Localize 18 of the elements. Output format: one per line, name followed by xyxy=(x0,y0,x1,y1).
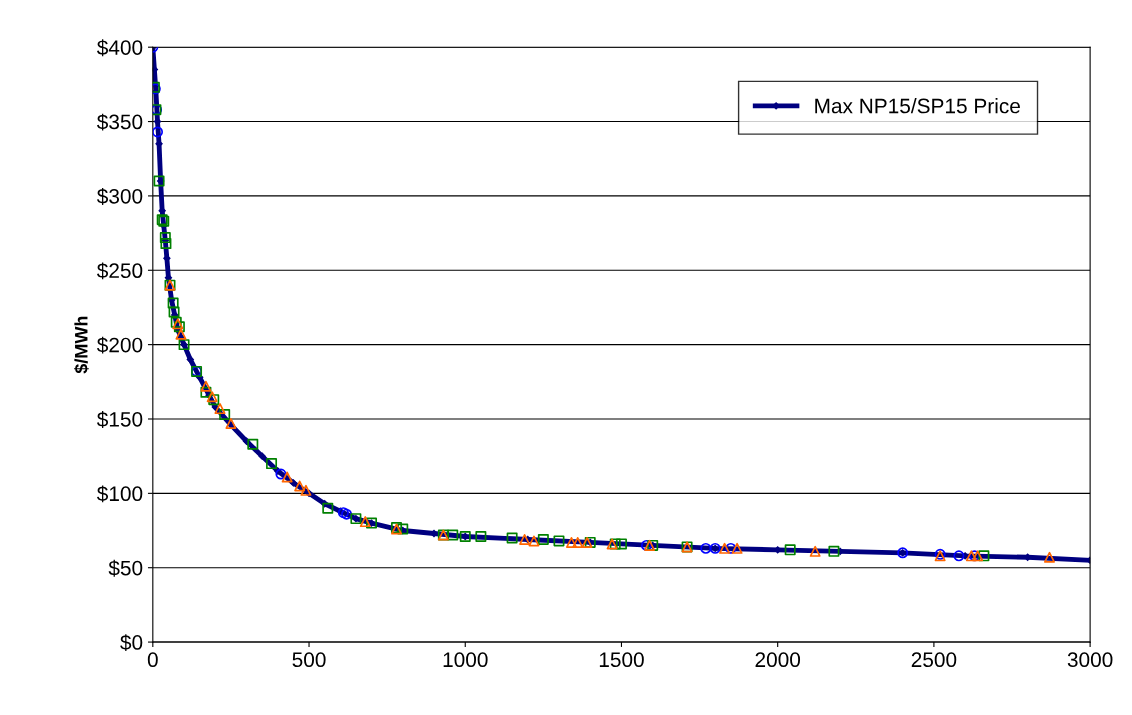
y-tick-label: $100 xyxy=(96,485,143,503)
x-tick-label: 3000 xyxy=(1067,652,1113,668)
y-tick-label: $0 xyxy=(120,634,143,652)
x-tick-label: 2000 xyxy=(755,652,801,668)
y-tick-label: $200 xyxy=(96,336,143,354)
x-tick-label: 1000 xyxy=(443,652,488,668)
legend-label: Max NP15/SP15 Price xyxy=(815,98,1020,114)
x-tick-label: 0 xyxy=(147,652,158,668)
x-tick-label: 500 xyxy=(292,652,326,668)
x-tick-label: 1500 xyxy=(599,652,644,668)
x-tick-label: 2500 xyxy=(911,652,957,668)
y-tick-label: $50 xyxy=(108,559,143,577)
y-tick-label: $350 xyxy=(96,113,143,131)
y-axis-title: $/MWh xyxy=(74,316,89,374)
y-tick-label: $250 xyxy=(96,262,143,280)
y-tick-label: $150 xyxy=(96,411,143,428)
y-tick-label: $400 xyxy=(96,39,143,57)
y-tick-label: $300 xyxy=(96,188,143,205)
